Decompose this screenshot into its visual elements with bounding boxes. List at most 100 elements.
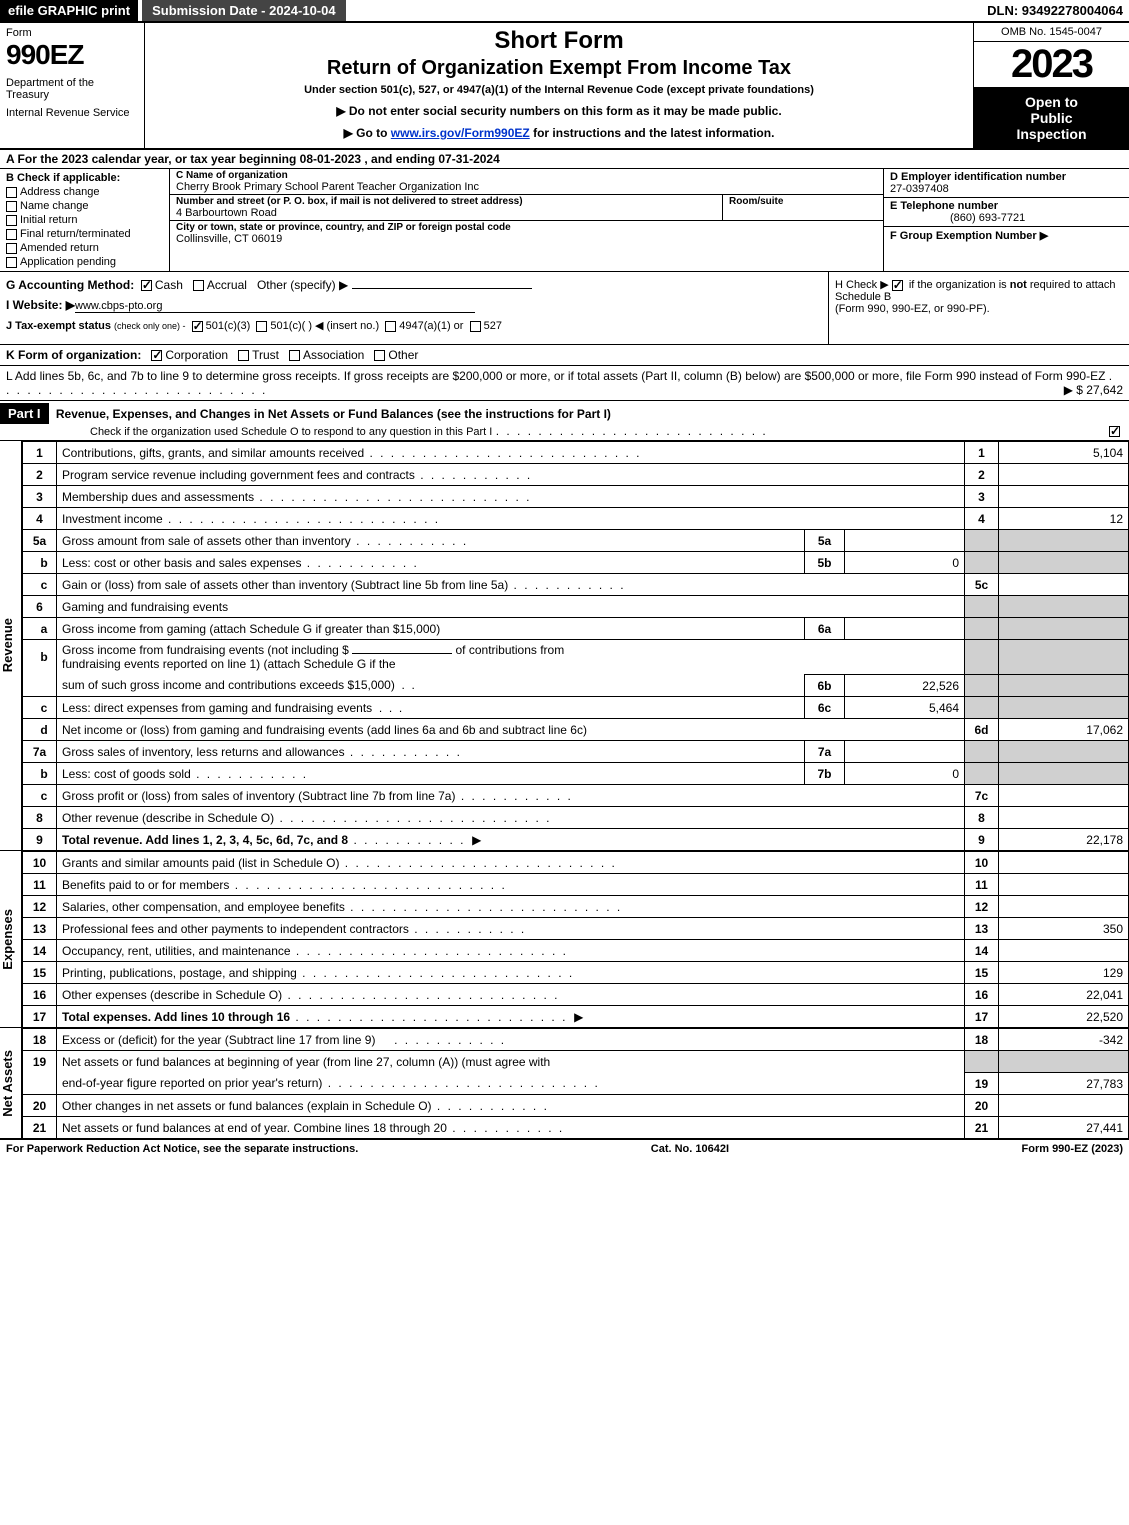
line-7a: 7a Gross sales of inventory, less return…	[23, 741, 1129, 763]
form-label: Form	[6, 27, 138, 39]
street-row: Number and street (or P. O. box, if mail…	[170, 195, 723, 220]
expenses-table: 10 Grants and similar amounts paid (list…	[22, 851, 1129, 1028]
val-12	[999, 896, 1129, 918]
ein-value: 27-0397408	[890, 183, 949, 195]
chk-name-change[interactable]: Name change	[6, 200, 163, 212]
line-18: 18 Excess or (deficit) for the year (Sub…	[23, 1029, 1129, 1051]
line-k: K Form of organization: Corporation Trus…	[0, 345, 1129, 366]
col-b-header: B Check if applicable:	[6, 172, 163, 184]
val-17: 22,520	[999, 1006, 1129, 1028]
footer: For Paperwork Reduction Act Notice, see …	[0, 1139, 1129, 1158]
instr-goto: ▶ Go to www.irs.gov/Form990EZ for instru…	[151, 126, 967, 140]
other-specify-input[interactable]	[352, 288, 532, 289]
line-8: 8 Other revenue (describe in Schedule O)…	[23, 807, 1129, 829]
header-left: Form 990EZ Department of the Treasury In…	[0, 23, 145, 148]
line-17: 17 Total expenses. Add lines 10 through …	[23, 1006, 1129, 1028]
val-3	[999, 486, 1129, 508]
room-row: Room/suite	[723, 195, 883, 220]
val-1: 5,104	[999, 442, 1129, 464]
header-right: OMB No. 1545-0047 2023 Open to Public In…	[974, 23, 1129, 148]
accounting-method: G Accounting Method: Cash Accrual Other …	[6, 278, 822, 292]
gh-row: G Accounting Method: Cash Accrual Other …	[0, 272, 1129, 345]
col-g: G Accounting Method: Cash Accrual Other …	[0, 272, 829, 344]
chk-association[interactable]	[289, 350, 300, 361]
line-7c: c Gross profit or (loss) from sales of i…	[23, 785, 1129, 807]
chk-amended-return[interactable]: Amended return	[6, 242, 163, 254]
chk-schedule-b[interactable]	[892, 280, 903, 291]
side-netassets: Net Assets	[0, 1050, 21, 1117]
val-10	[999, 852, 1129, 874]
chk-initial-return[interactable]: Initial return	[6, 214, 163, 226]
chk-accrual[interactable]	[193, 280, 204, 291]
footer-cat: Cat. No. 10642I	[651, 1143, 729, 1155]
ein-row: D Employer identification number 27-0397…	[884, 169, 1129, 198]
col-c: C Name of organization Cherry Brook Prim…	[170, 169, 884, 271]
line-11: 11 Benefits paid to or for members 11	[23, 874, 1129, 896]
val-13: 350	[999, 918, 1129, 940]
val-19: 27,783	[999, 1073, 1129, 1095]
netassets-table: 18 Excess or (deficit) for the year (Sub…	[22, 1028, 1129, 1139]
line-6b-1: b Gross income from fundraising events (…	[23, 640, 1129, 675]
line-13: 13 Professional fees and other payments …	[23, 918, 1129, 940]
val-6c: 5,464	[845, 697, 965, 719]
instr-ssn: ▶ Do not enter social security numbers o…	[151, 104, 967, 118]
revenue-section: Revenue 1 Contributions, gifts, grants, …	[0, 441, 1129, 851]
open-public-box: Open to Public Inspection	[974, 88, 1129, 148]
chk-final-return[interactable]: Final return/terminated	[6, 228, 163, 240]
val-21: 27,441	[999, 1117, 1129, 1139]
val-7a	[845, 741, 965, 763]
line-4: 4 Investment income 4 12	[23, 508, 1129, 530]
line-6c: c Less: direct expenses from gaming and …	[23, 697, 1129, 719]
title-return: Return of Organization Exempt From Incom…	[151, 57, 967, 80]
val-18: -342	[999, 1029, 1129, 1051]
chk-address-change[interactable]: Address change	[6, 186, 163, 198]
chk-501c3[interactable]	[192, 321, 203, 332]
city-row: City or town, state or province, country…	[170, 221, 883, 246]
line-6b-2: sum of such gross income and contributio…	[23, 675, 1129, 697]
line-19-2: end-of-year figure reported on prior yea…	[23, 1073, 1129, 1095]
part1-header-row: Part I Revenue, Expenses, and Changes in…	[0, 401, 1129, 441]
omb-number: OMB No. 1545-0047	[974, 23, 1129, 42]
val-2	[999, 464, 1129, 486]
chk-cash[interactable]	[141, 280, 152, 291]
tax-exempt-line: J Tax-exempt status (check only one) - 5…	[6, 319, 822, 332]
chk-4947[interactable]	[385, 321, 396, 332]
chk-other-org[interactable]	[374, 350, 385, 361]
dept-irs: Internal Revenue Service	[6, 107, 138, 119]
val-11	[999, 874, 1129, 896]
line-6d: d Net income or (loss) from gaming and f…	[23, 719, 1129, 741]
col-b: B Check if applicable: Address change Na…	[0, 169, 170, 271]
top-bar: efile GRAPHIC print Submission Date - 20…	[0, 0, 1129, 23]
val-6a	[845, 618, 965, 640]
chk-corporation[interactable]	[151, 350, 162, 361]
line-1: 1 Contributions, gifts, grants, and simi…	[23, 442, 1129, 464]
city-state-zip: Collinsville, CT 06019	[176, 233, 282, 245]
title-short-form: Short Form	[151, 27, 967, 55]
chk-527[interactable]	[470, 321, 481, 332]
part1-label: Part I	[0, 403, 49, 424]
header-center: Short Form Return of Organization Exempt…	[145, 23, 974, 148]
line-2: 2 Program service revenue including gove…	[23, 464, 1129, 486]
line-20: 20 Other changes in net assets or fund b…	[23, 1095, 1129, 1117]
efile-print-label[interactable]: efile GRAPHIC print	[0, 0, 138, 21]
dept-treasury: Department of the Treasury	[6, 77, 138, 101]
street-address: 4 Barbourtown Road	[176, 207, 277, 219]
chk-trust[interactable]	[238, 350, 249, 361]
line-5b: b Less: cost or other basis and sales ex…	[23, 552, 1129, 574]
line-15: 15 Printing, publications, postage, and …	[23, 962, 1129, 984]
org-name-row: C Name of organization Cherry Brook Prim…	[170, 169, 883, 195]
chk-501c[interactable]	[256, 321, 267, 332]
chk-schedule-o[interactable]	[1109, 426, 1120, 437]
line-7b: b Less: cost of goods sold 7b 0	[23, 763, 1129, 785]
website-link[interactable]: www.cbps-pto.org	[75, 300, 162, 312]
group-exemption-row: F Group Exemption Number ▶	[884, 227, 1129, 244]
footer-right: Form 990-EZ (2023)	[1022, 1143, 1124, 1155]
line-6a: a Gross income from gaming (attach Sched…	[23, 618, 1129, 640]
expenses-section: Expenses 10 Grants and similar amounts p…	[0, 851, 1129, 1028]
irs-link[interactable]: www.irs.gov/Form990EZ	[391, 126, 530, 140]
line-10: 10 Grants and similar amounts paid (list…	[23, 852, 1129, 874]
form-header: Form 990EZ Department of the Treasury In…	[0, 23, 1129, 150]
line-5c: c Gain or (loss) from sale of assets oth…	[23, 574, 1129, 596]
netassets-section: Net Assets 18 Excess or (deficit) for th…	[0, 1028, 1129, 1139]
chk-application-pending[interactable]: Application pending	[6, 256, 163, 268]
